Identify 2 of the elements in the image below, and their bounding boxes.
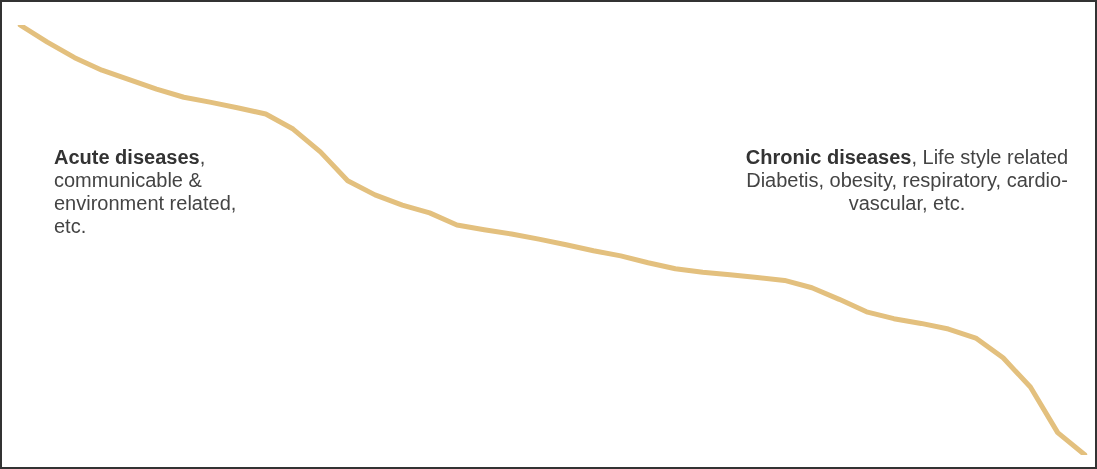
annotation: Acute diseases, communicable & environment related, etc. bbox=[54, 146, 238, 238]
annotation: Chronic diseases, Life style related Diabetis, obesity, respiratory, cardio-vascular, etc. bbox=[744, 146, 1070, 215]
